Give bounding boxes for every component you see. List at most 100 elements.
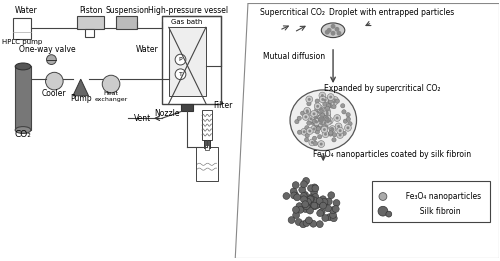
Circle shape <box>344 119 347 123</box>
Circle shape <box>316 198 323 204</box>
Circle shape <box>312 114 318 121</box>
Circle shape <box>318 110 322 115</box>
Circle shape <box>304 115 308 120</box>
Circle shape <box>344 124 352 131</box>
Circle shape <box>315 123 319 128</box>
Circle shape <box>319 117 323 121</box>
Circle shape <box>321 94 324 97</box>
Text: Suspension: Suspension <box>106 6 150 15</box>
Circle shape <box>308 98 310 101</box>
Circle shape <box>310 203 318 210</box>
Circle shape <box>322 115 326 120</box>
Circle shape <box>311 141 314 144</box>
Circle shape <box>46 72 63 90</box>
Circle shape <box>318 120 324 127</box>
Circle shape <box>346 112 350 117</box>
Circle shape <box>322 131 329 138</box>
Circle shape <box>46 55 56 64</box>
Circle shape <box>312 194 319 200</box>
Circle shape <box>302 114 309 120</box>
Circle shape <box>326 109 328 112</box>
Circle shape <box>304 138 308 142</box>
Circle shape <box>379 193 387 200</box>
Circle shape <box>302 201 308 208</box>
Circle shape <box>315 130 320 134</box>
Circle shape <box>328 132 332 136</box>
Circle shape <box>315 108 320 112</box>
Circle shape <box>308 197 316 204</box>
Circle shape <box>326 214 332 221</box>
Circle shape <box>324 118 328 123</box>
Circle shape <box>324 99 326 102</box>
Circle shape <box>322 115 326 119</box>
Text: CO₂: CO₂ <box>14 130 32 139</box>
Circle shape <box>326 198 332 205</box>
Bar <box>182 104 193 111</box>
Circle shape <box>324 117 329 121</box>
Circle shape <box>330 31 336 36</box>
Circle shape <box>320 143 322 146</box>
Circle shape <box>312 136 316 140</box>
Circle shape <box>314 141 318 146</box>
Circle shape <box>324 121 326 124</box>
Circle shape <box>320 117 323 120</box>
Circle shape <box>296 203 303 210</box>
Circle shape <box>309 139 316 146</box>
Bar <box>77 16 104 29</box>
Text: P: P <box>178 57 182 62</box>
Circle shape <box>331 128 334 130</box>
Circle shape <box>290 188 297 195</box>
Circle shape <box>308 195 314 202</box>
Circle shape <box>338 129 342 132</box>
Circle shape <box>303 220 310 227</box>
Circle shape <box>322 116 326 120</box>
Circle shape <box>335 123 342 130</box>
Circle shape <box>326 117 333 124</box>
Circle shape <box>332 97 338 103</box>
Circle shape <box>314 108 319 112</box>
Circle shape <box>338 134 342 137</box>
Circle shape <box>324 120 328 125</box>
Text: Heat
exchanger: Heat exchanger <box>94 91 128 102</box>
Circle shape <box>306 207 314 214</box>
Circle shape <box>306 217 312 224</box>
Text: Expanded by supercritical CO₂: Expanded by supercritical CO₂ <box>324 85 440 93</box>
Text: T: T <box>178 72 182 77</box>
Ellipse shape <box>290 90 356 151</box>
Circle shape <box>315 121 318 123</box>
Text: Piston: Piston <box>79 6 102 15</box>
Text: Water: Water <box>15 6 38 15</box>
Circle shape <box>292 206 300 213</box>
Circle shape <box>288 217 295 223</box>
Circle shape <box>328 131 333 135</box>
Circle shape <box>330 24 336 29</box>
Circle shape <box>319 107 323 111</box>
Circle shape <box>319 108 322 110</box>
Circle shape <box>342 110 346 114</box>
Text: Pump: Pump <box>70 94 92 103</box>
Circle shape <box>318 118 325 125</box>
Circle shape <box>324 115 328 120</box>
Circle shape <box>334 115 340 121</box>
Text: One-way valve: One-way valve <box>19 45 76 54</box>
Circle shape <box>311 199 318 206</box>
Circle shape <box>322 113 326 117</box>
Text: Supercritical CO₂: Supercritical CO₂ <box>260 8 324 17</box>
Bar <box>196 147 218 181</box>
Circle shape <box>318 117 322 121</box>
Circle shape <box>320 116 327 123</box>
Circle shape <box>316 105 319 108</box>
Circle shape <box>306 198 312 205</box>
Circle shape <box>324 118 332 125</box>
Bar <box>116 16 138 29</box>
Text: Gas bath: Gas bath <box>170 19 202 25</box>
Bar <box>205 145 209 150</box>
Circle shape <box>320 118 324 123</box>
Text: Nozzle: Nozzle <box>154 109 180 118</box>
Circle shape <box>296 219 302 226</box>
Circle shape <box>318 117 326 124</box>
Circle shape <box>320 115 324 120</box>
Circle shape <box>307 102 311 106</box>
Circle shape <box>328 94 334 100</box>
Circle shape <box>313 118 320 126</box>
